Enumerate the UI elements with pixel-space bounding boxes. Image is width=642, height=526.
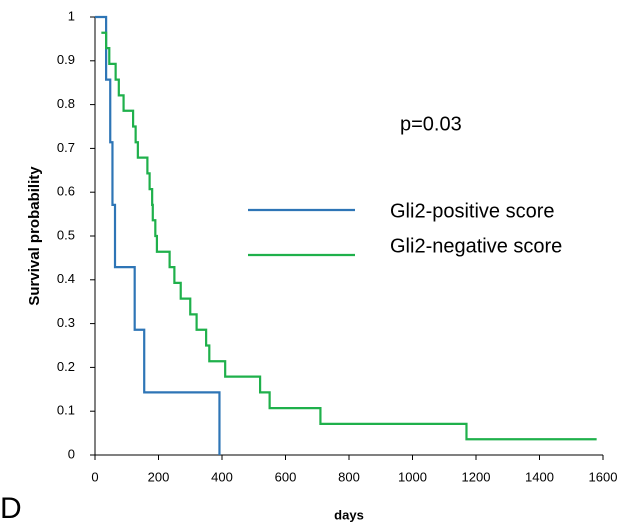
x-tick-label: 1200 — [462, 469, 491, 484]
y-tick-label: 0.4 — [57, 271, 75, 286]
legend-label: Gli2-positive score — [390, 200, 555, 222]
survival-curve — [95, 15, 221, 455]
x-tick-label: 600 — [275, 469, 297, 484]
legend-label: Gli2-negative score — [390, 235, 562, 257]
survival-curve — [101, 31, 597, 441]
y-tick-label: 1 — [68, 8, 75, 23]
y-tick-label: 0.7 — [57, 140, 75, 155]
annotation: p=0.03 — [400, 113, 462, 135]
panel-label: D — [0, 492, 22, 525]
y-tick-label: 0.3 — [57, 315, 75, 330]
y-tick-label: 0.8 — [57, 96, 75, 111]
y-tick-label: 0.5 — [57, 227, 75, 242]
x-tick-label: 1000 — [398, 469, 427, 484]
y-tick-label: 0.6 — [57, 184, 75, 199]
y-tick-label: 0 — [68, 446, 75, 461]
y-axis-label: Survival probability — [26, 166, 43, 306]
y-tick-label: 0.9 — [57, 52, 75, 67]
x-tick-label: 1600 — [589, 469, 618, 484]
x-tick-label: 1400 — [525, 469, 554, 484]
y-tick-label: 0.1 — [57, 403, 75, 418]
x-tick-label: 400 — [211, 469, 233, 484]
x-tick-label: 0 — [91, 469, 98, 484]
y-tick-label: 0.2 — [57, 359, 75, 374]
x-tick-label: 200 — [148, 469, 170, 484]
x-axis-label: days — [334, 507, 364, 522]
x-tick-label: 800 — [338, 469, 360, 484]
